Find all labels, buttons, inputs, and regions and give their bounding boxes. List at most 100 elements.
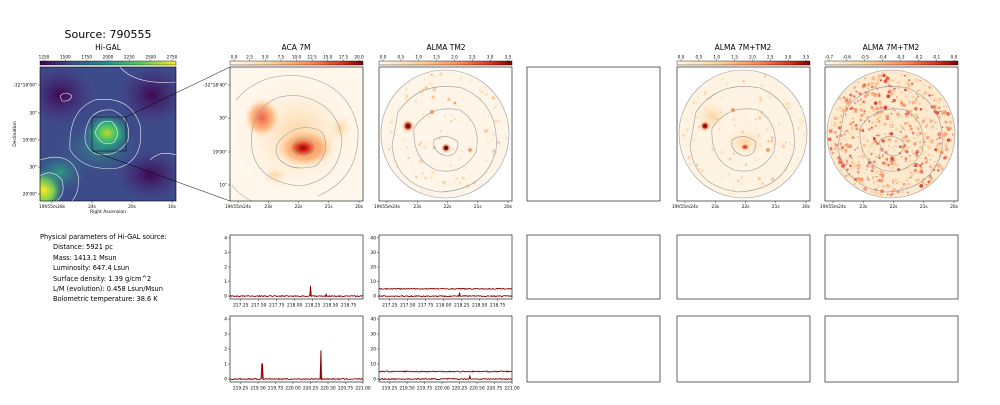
aca7m-colorbar-ticks: 0.0 2.5 5.0 7.5 10.0 12.5 15.0 17.5 20.0 bbox=[231, 55, 364, 61]
source-title: Source: 790555 bbox=[65, 28, 152, 41]
colorbar-tick-label: 3.0 bbox=[785, 55, 792, 60]
higal-title: Hi-GAL bbox=[95, 43, 122, 52]
y-tick-label: 20'00" bbox=[23, 192, 37, 198]
x-tick-label: 218.25 bbox=[454, 303, 470, 309]
x-tick-label: 20s bbox=[950, 204, 959, 210]
colorbar-tick-label: -0.1 bbox=[932, 55, 941, 60]
x-tick-label: 220.75 bbox=[487, 386, 503, 392]
y-tick-label: 10 bbox=[370, 279, 376, 285]
colorbar-tick-label: 1750 bbox=[81, 55, 92, 60]
colorbar-tick-label: 1.0 bbox=[415, 55, 422, 60]
colorbar-tick-label: 0.5 bbox=[696, 55, 703, 60]
x-tick-label: 220.00 bbox=[434, 386, 450, 392]
almatm2-title: ALMA TM2 bbox=[426, 43, 465, 52]
almatm2-colorbar-ticks: 0.0 0.5 1.0 1.5 2.0 2.5 3.0 3.5 bbox=[380, 55, 512, 61]
x-tick-label: 219.25 bbox=[382, 386, 398, 392]
x-tick-label: 217.50 bbox=[400, 303, 416, 309]
higal-ylabel: Declination bbox=[12, 121, 18, 147]
y-tick-label: 30 bbox=[370, 332, 376, 338]
zoom-line-top bbox=[125, 66, 231, 118]
colorbar-tick-label: 2.5 bbox=[469, 55, 476, 60]
y-tick-label: 0 bbox=[373, 294, 376, 300]
y-tick-label: 2 bbox=[224, 347, 227, 353]
x-tick-label: 20s bbox=[802, 204, 811, 210]
colorbar-tick-label: 2250 bbox=[124, 55, 135, 60]
y-tick-label: 0 bbox=[224, 294, 227, 300]
colorbar-tick-label: -0.5 bbox=[861, 55, 870, 60]
x-tick-label: 23s bbox=[859, 204, 868, 210]
colorbar-tick-label: 0.0 bbox=[231, 55, 238, 60]
combined-x-ticks: 19h55m24s 23s 22s 21s 20s bbox=[672, 201, 811, 210]
x-tick-label: 220.25 bbox=[452, 386, 468, 392]
combined-image bbox=[677, 67, 810, 201]
colorbar-tick-label: 1250 bbox=[39, 55, 50, 60]
parameter-distance: Distance: 5921 pc bbox=[53, 243, 113, 252]
x-tick-label: 23s bbox=[413, 204, 422, 210]
residual-title: ALMA 7M+TM2 bbox=[863, 43, 920, 52]
aca7m-image bbox=[230, 67, 363, 201]
colorbar-tick-label: 1.5 bbox=[433, 55, 440, 60]
x-tick-label: 217.75 bbox=[418, 303, 434, 309]
parameters-heading: Physical parameters of Hi-GAL source: bbox=[40, 233, 167, 241]
x-tick-label: 218.75 bbox=[490, 303, 506, 309]
empty-spectrum-panel bbox=[676, 315, 811, 383]
colorbar-tick-label: 1500 bbox=[60, 55, 71, 60]
x-tick-label: 22s bbox=[890, 204, 899, 210]
y-tick-label: 20 bbox=[370, 347, 376, 353]
colorbar-tick-label: 2000 bbox=[103, 55, 114, 60]
spectrum-almatm2-upper: 217.25 217.50 217.75 218.00 218.25 218.50 218.… bbox=[370, 234, 513, 309]
spectrum-line bbox=[379, 292, 513, 298]
y-tick-label: 50" bbox=[219, 116, 227, 122]
aca7m-title: ACA 7M bbox=[282, 43, 311, 52]
x-tick-label: 19h55m24s bbox=[672, 204, 699, 210]
colorbar-tick-label: 5.0 bbox=[262, 55, 269, 60]
colorbar-tick-label: 12.5 bbox=[307, 55, 317, 60]
x-tick-label: 20s bbox=[128, 204, 137, 210]
combined-title: ALMA 7M+TM2 bbox=[715, 43, 772, 52]
zoom-line-bottom bbox=[91, 150, 231, 202]
spectrum-frame bbox=[229, 234, 364, 300]
x-tick-label: 218.25 bbox=[305, 303, 321, 309]
x-tick-label: 219.50 bbox=[399, 386, 415, 392]
colorbar-tick-label: 3.5 bbox=[803, 55, 810, 60]
empty-spectrum-panel bbox=[824, 315, 959, 383]
y-tick-label: 20 bbox=[370, 265, 376, 271]
residual-colorbar-ticks: -0.7 -0.6 -0.5 -0.4 -0.3 -0.2 -0.1 0.0 bbox=[825, 55, 958, 61]
x-tick-label: 220.00 bbox=[285, 386, 301, 392]
x-tick-label: 217.75 bbox=[269, 303, 285, 309]
parameter-mass: Mass: 1413.1 Msun bbox=[53, 253, 117, 262]
x-tick-label: 21s bbox=[474, 204, 483, 210]
colorbar-tick-label: -0.7 bbox=[825, 55, 834, 60]
y-tick-label: -32°18'40" bbox=[203, 83, 227, 89]
y-tick-label: 40 bbox=[370, 235, 376, 241]
colorbar-tick-label: 2.5 bbox=[767, 55, 774, 60]
x-tick-label: 217.25 bbox=[233, 303, 249, 309]
y-tick-label: 19'00" bbox=[213, 150, 227, 156]
y-tick-label: 10 bbox=[370, 362, 376, 368]
x-tick-label: 217.25 bbox=[382, 303, 398, 309]
colorbar-tick-label: 0.0 bbox=[951, 55, 958, 60]
x-tick-label: 218.75 bbox=[341, 303, 357, 309]
x-tick-label: 221.00 bbox=[355, 386, 371, 392]
parameter-lm-ratio: L/M (evolution): 0.458 Lsun/Msun bbox=[53, 285, 163, 294]
x-tick-label: 20s bbox=[504, 204, 513, 210]
spectrum-almatm2-lower: 219.25 219.50 219.75 220.00 220.25 220.50 220.… bbox=[370, 315, 520, 392]
colorbar-tick-label: 7.5 bbox=[278, 55, 285, 60]
y-tick-label: 1 bbox=[224, 279, 227, 285]
x-tick-label: 20s bbox=[355, 204, 364, 210]
y-tick-label: 4 bbox=[224, 235, 227, 241]
residual-image bbox=[825, 67, 958, 201]
x-tick-label: 220.25 bbox=[303, 386, 319, 392]
higal-x-ticks: 19h55m28s 24s 20s 16s bbox=[39, 201, 177, 210]
higal-colorbar-ticks: 1250 1500 1750 2000 2250 2500 2750 bbox=[39, 55, 178, 61]
x-tick-label: 19h55m24s bbox=[374, 204, 401, 210]
x-tick-label: 219.75 bbox=[268, 386, 284, 392]
spectrum-line bbox=[378, 374, 513, 381]
higal-xlabel: Right Ascension bbox=[90, 209, 126, 215]
spectrum-frame bbox=[229, 315, 364, 383]
colorbar-tick-label: 10.0 bbox=[292, 55, 302, 60]
aca7m-x-ticks: 19h55m24s 23s 22s 21s 20s bbox=[225, 201, 364, 210]
x-tick-label: 22s bbox=[444, 204, 453, 210]
y-tick-label: 4 bbox=[224, 317, 227, 323]
